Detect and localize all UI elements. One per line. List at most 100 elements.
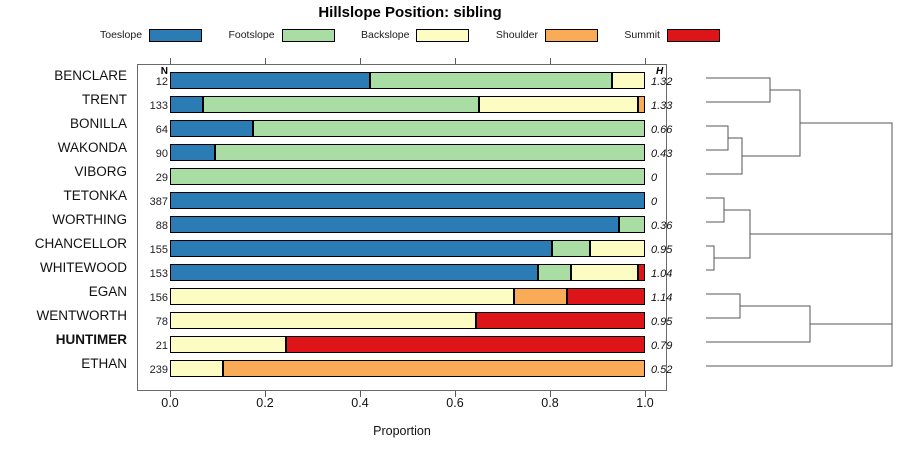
bar-segment-footslope[interactable]	[369, 72, 612, 89]
category-label-viborg: VIBORG	[74, 164, 127, 179]
tick-bottom-4	[550, 391, 551, 397]
bar-row	[0, 72, 900, 89]
bar-segment-backslope[interactable]	[611, 72, 645, 89]
x-tick-label: 0.0	[161, 396, 179, 410]
legend-label: Shoulder	[495, 29, 538, 41]
bar-segment-shoulder[interactable]	[514, 288, 567, 305]
tick-top-4	[550, 58, 551, 64]
bar-segment-footslope[interactable]	[253, 120, 645, 137]
bar-segment-footslope[interactable]	[215, 144, 645, 161]
bar-row	[0, 216, 900, 233]
bar-segment-summit[interactable]	[566, 288, 645, 305]
bar-row	[0, 336, 900, 353]
n-value: 90	[155, 148, 168, 160]
bar-segment-summit[interactable]	[476, 312, 645, 329]
bar-segment-toeslope[interactable]	[170, 72, 370, 89]
h-value: 0.36	[651, 220, 673, 232]
x-tick-label: 0.2	[256, 396, 274, 410]
category-label-wakonda: WAKONDA	[57, 140, 127, 155]
category-label-worthing: WORTHING	[52, 212, 127, 227]
bar-segment-footslope[interactable]	[203, 96, 479, 113]
legend-swatch-summit	[666, 28, 720, 42]
n-value: 12	[155, 76, 168, 88]
legend-swatch-shoulder	[544, 28, 598, 42]
n-value: 29	[155, 172, 168, 184]
bar-row	[0, 288, 900, 305]
bar-segment-footslope[interactable]	[552, 240, 591, 257]
dendro-node-benclare-trent	[706, 77, 771, 103]
legend-label: Footslope	[228, 29, 275, 41]
bar-segment-summit[interactable]	[637, 264, 645, 281]
bar-row	[0, 264, 900, 281]
legend-item-summit[interactable]: Summit	[624, 28, 720, 42]
legend-item-shoulder[interactable]: Shoulder	[495, 28, 598, 42]
bar-segment-shoulder[interactable]	[637, 96, 645, 113]
bar-segment-backslope[interactable]	[170, 360, 224, 377]
h-value: 1.32	[651, 76, 673, 88]
bar-segment-toeslope[interactable]	[170, 96, 204, 113]
bar-segment-backslope[interactable]	[590, 240, 645, 257]
legend-label: Toeslope	[100, 29, 143, 41]
bar-segment-backslope[interactable]	[571, 264, 638, 281]
bar-segment-backslope[interactable]	[170, 288, 515, 305]
x-tick-label: 0.8	[541, 396, 559, 410]
category-label-huntimer: HUNTIMER	[55, 332, 127, 347]
bar-segment-backslope[interactable]	[170, 312, 477, 329]
tick-bottom-3	[455, 391, 456, 397]
h-value: 1.33	[651, 100, 673, 112]
n-value: 133	[149, 100, 168, 112]
legend-label: Summit	[624, 29, 660, 41]
bar-segment-toeslope[interactable]	[170, 264, 539, 281]
page-title: Hillslope Position: sibling	[318, 4, 502, 21]
bar-segment-footslope[interactable]	[618, 216, 645, 233]
bar-segment-footslope[interactable]	[538, 264, 572, 281]
n-value: 239	[149, 364, 168, 376]
bar-row	[0, 240, 900, 257]
tick-bottom-5	[645, 391, 646, 397]
tick-top-2	[360, 58, 361, 64]
legend-item-backslope[interactable]: Backslope	[361, 28, 470, 42]
bar-row	[0, 360, 900, 377]
n-value: 64	[155, 124, 168, 136]
n-value: 156	[149, 292, 168, 304]
legend-swatch-footslope	[281, 28, 335, 42]
bar-segment-backslope[interactable]	[478, 96, 638, 113]
h-value: 0.79	[651, 340, 673, 352]
h-value: 0.66	[651, 124, 673, 136]
legend: Toeslope Footslope Backslope Shoulder Summit	[100, 26, 720, 44]
bar-segment-footslope[interactable]	[170, 168, 645, 185]
dendro-node-lower-merge	[706, 323, 893, 367]
tick-top-0	[170, 58, 171, 64]
bar-segment-toeslope[interactable]	[170, 240, 553, 257]
bar-segment-toeslope[interactable]	[170, 120, 254, 137]
h-column: H 1.32 1.33 0.66 0.43 0 0 0.36 0.95 1.04 1.14 0.95…	[648, 64, 684, 391]
dendro-node-egan-wentworth	[706, 293, 741, 319]
bar-segment-backslope[interactable]	[170, 336, 287, 353]
category-label-whitewood: WHITEWOOD	[40, 260, 127, 275]
bar-segment-toeslope[interactable]	[170, 216, 619, 233]
bar-segment-toeslope[interactable]	[170, 192, 645, 209]
category-label-bonilla: BONILLA	[69, 116, 127, 131]
tick-top-3	[455, 58, 456, 64]
h-value: 0.95	[651, 316, 673, 328]
axis-top-ticks	[137, 58, 667, 64]
legend-label: Backslope	[361, 29, 410, 41]
dendrogram	[700, 58, 900, 398]
legend-item-footslope[interactable]: Footslope	[228, 28, 335, 42]
tick-top-5	[645, 58, 646, 64]
bar-segment-summit[interactable]	[286, 336, 645, 353]
n-value: 153	[149, 268, 168, 280]
dendro-node-tetonka-worthing	[706, 197, 725, 223]
bar-row	[0, 144, 900, 161]
x-tick-label: 1.0	[636, 396, 654, 410]
bar-row	[0, 312, 900, 329]
x-tick-label: 0.6	[446, 396, 464, 410]
legend-swatch-backslope	[416, 28, 470, 42]
n-column: N 12 133 64 90 29 387 88 155 153 156 78 21 239	[138, 64, 170, 391]
x-axis-title: Proportion	[373, 424, 431, 438]
tick-bottom-2	[360, 391, 361, 397]
bar-segment-toeslope[interactable]	[170, 144, 216, 161]
bar-segment-shoulder[interactable]	[223, 360, 645, 377]
legend-item-toeslope[interactable]: Toeslope	[100, 28, 203, 42]
